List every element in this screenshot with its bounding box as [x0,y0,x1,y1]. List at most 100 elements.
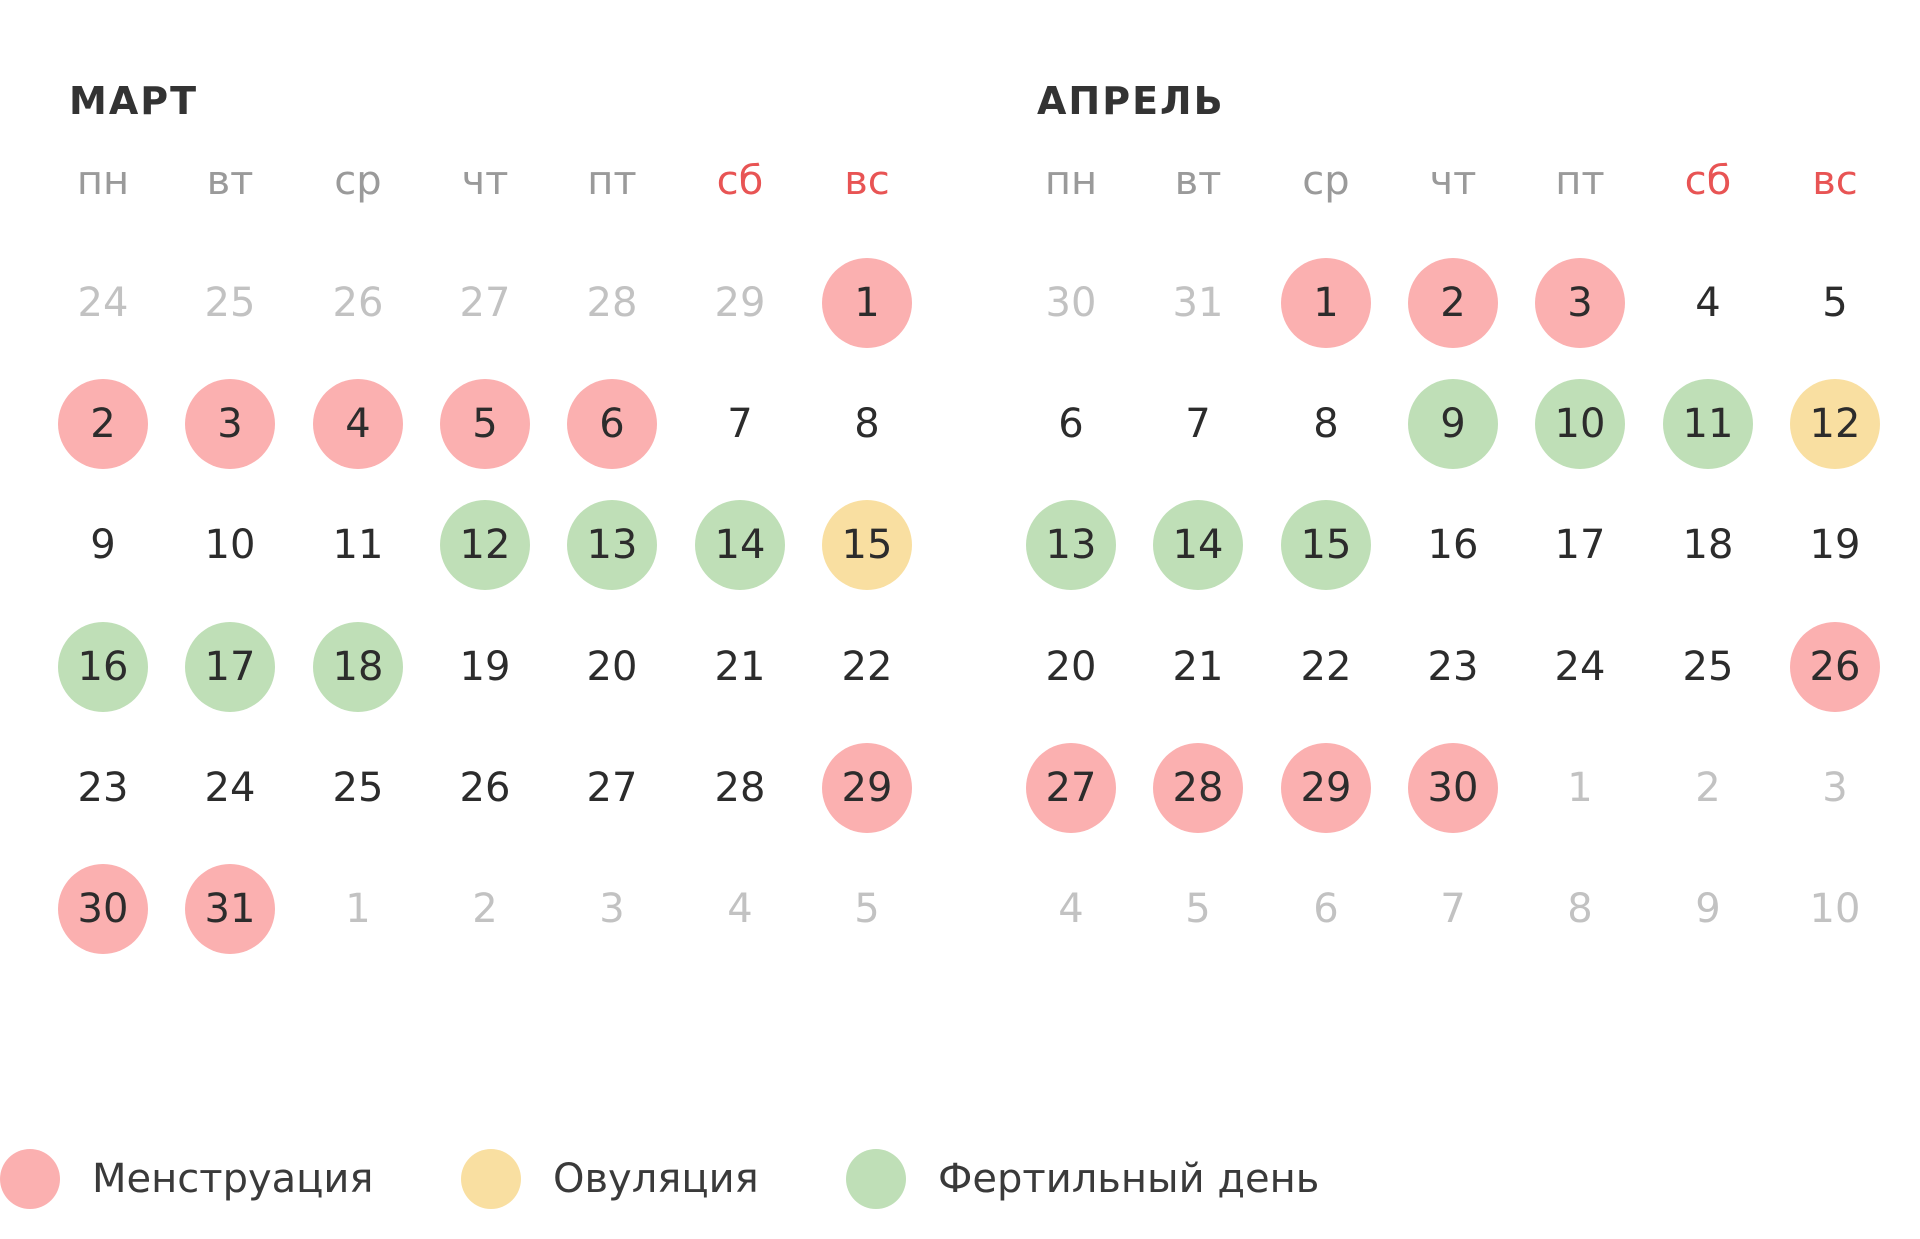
calendar-day-fertile[interactable]: 18 [313,622,403,712]
calendar-day[interactable]: 22 [841,644,893,690]
calendar-day-outside[interactable]: 29 [714,280,766,326]
calendar-day-fertile[interactable]: 13 [1026,500,1116,590]
calendar-day-ovulation[interactable]: 15 [822,500,912,590]
fertile-dot-icon [846,1149,906,1209]
legend-label: Фертильный день [938,1156,1320,1202]
calendar-day[interactable]: 18 [1682,522,1734,568]
weekday-label: пт [587,158,637,204]
legend-label: Овуляция [553,1156,759,1202]
calendar-day[interactable]: 16 [1427,522,1479,568]
calendar-day[interactable]: 6 [1058,401,1084,447]
calendar-day-fertile[interactable]: 13 [567,500,657,590]
day-grid: 24 25 26 27 28 29 1 2 3 4 5 6 7 8 9 10 11 12 13 14 15 16 17 18 1… [0,0,920,1000]
calendar-day[interactable]: 11 [332,522,384,568]
calendar-day-outside[interactable]: 4 [727,886,753,932]
calendar-day[interactable]: 23 [77,765,129,811]
calendar-day-menstruation[interactable]: 27 [1026,743,1116,833]
calendar-day[interactable]: 23 [1427,644,1479,690]
calendar-day[interactable]: 8 [1313,401,1339,447]
calendar-day[interactable]: 24 [204,765,256,811]
calendar-day-outside[interactable]: 2 [1695,765,1721,811]
legend-item-fertile: Фертильный день [846,1148,1319,1210]
calendar-day[interactable]: 20 [1045,644,1097,690]
calendar-day-menstruation[interactable]: 30 [1408,743,1498,833]
calendar-day[interactable]: 22 [1300,644,1352,690]
calendar-day-fertile[interactable]: 14 [695,500,785,590]
calendar-day-outside[interactable]: 5 [1185,886,1211,932]
calendar-day[interactable]: 20 [586,644,638,690]
weekday-header: пн вт ср чт пт сб вс [968,156,1888,206]
calendar-day-outside[interactable]: 26 [332,280,384,326]
calendar-day-menstruation[interactable]: 31 [185,864,275,954]
calendar-day-menstruation[interactable]: 5 [440,379,530,469]
calendar-day-fertile[interactable]: 9 [1408,379,1498,469]
calendar-day-fertile[interactable]: 17 [185,622,275,712]
calendar-day[interactable]: 25 [332,765,384,811]
calendar-day-outside[interactable]: 3 [1822,765,1848,811]
calendar-day[interactable]: 7 [727,401,753,447]
calendar-day[interactable]: 21 [1172,644,1224,690]
calendar-day[interactable]: 21 [714,644,766,690]
weekday-label: ср [1302,158,1350,204]
calendar-day-outside[interactable]: 4 [1058,886,1084,932]
calendar-day-fertile[interactable]: 11 [1663,379,1753,469]
calendar-day-menstruation[interactable]: 3 [1535,258,1625,348]
calendar-day-menstruation[interactable]: 3 [185,379,275,469]
calendar-day-outside[interactable]: 6 [1313,886,1339,932]
calendar-day-outside[interactable]: 9 [1695,886,1721,932]
calendar-day[interactable]: 5 [1822,280,1848,326]
calendar-day[interactable]: 26 [459,765,511,811]
calendar-day-menstruation[interactable]: 30 [58,864,148,954]
calendar-day-outside[interactable]: 7 [1440,886,1466,932]
calendar-day-menstruation[interactable]: 1 [1281,258,1371,348]
calendar-day-fertile[interactable]: 16 [58,622,148,712]
calendar-day[interactable]: 17 [1554,522,1606,568]
calendar-day-fertile[interactable]: 10 [1535,379,1625,469]
calendar-day-ovulation[interactable]: 12 [1790,379,1880,469]
calendar-day[interactable]: 7 [1185,401,1211,447]
calendar-day-outside[interactable]: 25 [204,280,256,326]
calendar-day-fertile[interactable]: 15 [1281,500,1371,590]
calendar-day-outside[interactable]: 27 [459,280,511,326]
weekday-label: пн [76,158,130,204]
calendar-day-menstruation[interactable]: 26 [1790,622,1880,712]
calendar-day[interactable]: 8 [854,401,880,447]
calendar-day-menstruation[interactable]: 2 [1408,258,1498,348]
calendar-day[interactable]: 19 [1809,522,1861,568]
calendar-day[interactable]: 9 [90,522,116,568]
calendar-day-outside[interactable]: 3 [599,886,625,932]
calendar-day-outside[interactable]: 10 [1809,886,1861,932]
calendar-day-menstruation[interactable]: 4 [313,379,403,469]
weekday-label: ср [334,158,382,204]
calendar-day-outside[interactable]: 1 [345,886,371,932]
calendar-day[interactable]: 27 [586,765,638,811]
calendar-day-menstruation[interactable]: 2 [58,379,148,469]
calendar-day-menstruation[interactable]: 6 [567,379,657,469]
calendar-day-fertile[interactable]: 14 [1153,500,1243,590]
month-march: МАРТ пн вт ср чт пт сб вс 24 25 26 27 28 29 1 2 3 4 5 6 7 8… [0,0,920,1000]
legend-item-menstruation: Менструация [0,1148,373,1210]
calendar-day-outside[interactable]: 5 [854,886,880,932]
month-april: АПРЕЛЬ пн вт ср чт пт сб вс 30 31 1 2 3 4 5 6 7 8 9 10 11 1… [968,0,1888,1000]
calendar-day-fertile[interactable]: 12 [440,500,530,590]
calendar-day[interactable]: 25 [1682,644,1734,690]
calendar-day-outside[interactable]: 2 [472,886,498,932]
calendar-day-outside[interactable]: 8 [1567,886,1593,932]
calendar-day-outside[interactable]: 24 [77,280,129,326]
calendar-day[interactable]: 24 [1554,644,1606,690]
ovulation-dot-icon [461,1149,521,1209]
calendar-day-outside[interactable]: 28 [586,280,638,326]
calendar-day-outside[interactable]: 31 [1172,280,1224,326]
weekday-label: пн [1044,158,1098,204]
calendar-day-menstruation[interactable]: 29 [822,743,912,833]
calendar-day[interactable]: 10 [204,522,256,568]
calendar-day[interactable]: 28 [714,765,766,811]
calendar-day-menstruation[interactable]: 1 [822,258,912,348]
weekday-label: вс [1812,158,1858,204]
calendar-day-menstruation[interactable]: 28 [1153,743,1243,833]
calendar-day-outside[interactable]: 1 [1567,765,1593,811]
calendar-day[interactable]: 19 [459,644,511,690]
calendar-day[interactable]: 4 [1695,280,1721,326]
calendar-day-menstruation[interactable]: 29 [1281,743,1371,833]
calendar-day-outside[interactable]: 30 [1045,280,1097,326]
